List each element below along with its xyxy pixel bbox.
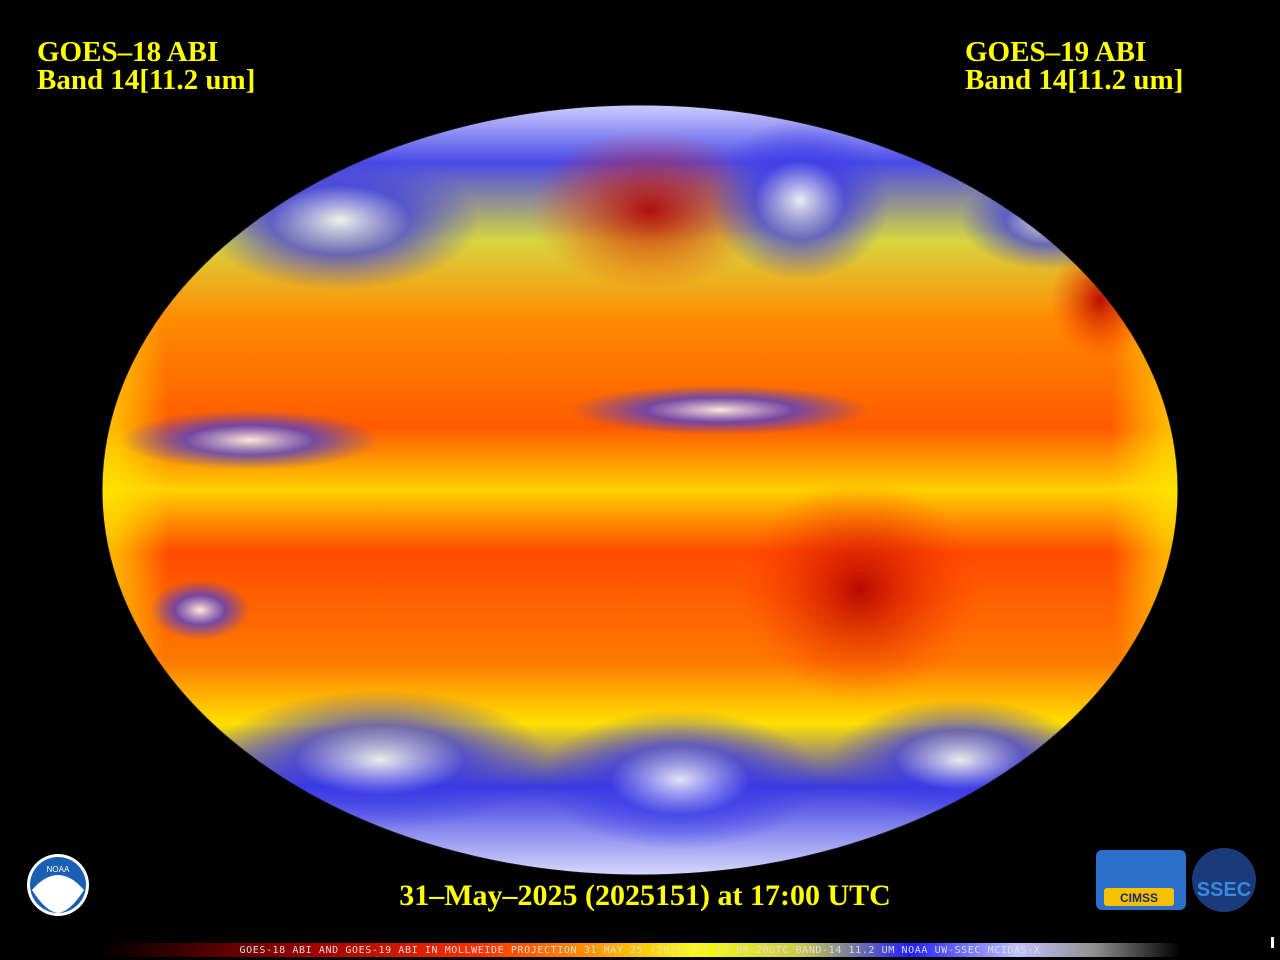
left-header: GOES–18 ABI Band 14[11.2 um] [37, 36, 256, 96]
right-header: GOES–19 ABI Band 14[11.2 um] [965, 36, 1184, 96]
timestamp: 31–May–2025 (2025151) at 17:00 UTC [399, 879, 891, 912]
left-header-line1: GOES–18 ABI [37, 36, 219, 68]
right-header-line1: GOES–19 ABI [965, 36, 1147, 68]
cimss-logo-text: CIMSS [1120, 891, 1158, 905]
globe [102, 105, 1178, 875]
ssec-logo-text: SSEC [1197, 879, 1251, 901]
left-header-line2: Band 14[11.2 um] [37, 64, 256, 96]
noaa-logo-text: NOAA [47, 865, 70, 874]
footer-caption: GOES-18 ABI AND GOES-19 ABI IN MOLLWEIDE… [239, 945, 1041, 956]
right-header-line2: Band 14[11.2 um] [965, 64, 1184, 96]
color-bar [100, 943, 1180, 957]
